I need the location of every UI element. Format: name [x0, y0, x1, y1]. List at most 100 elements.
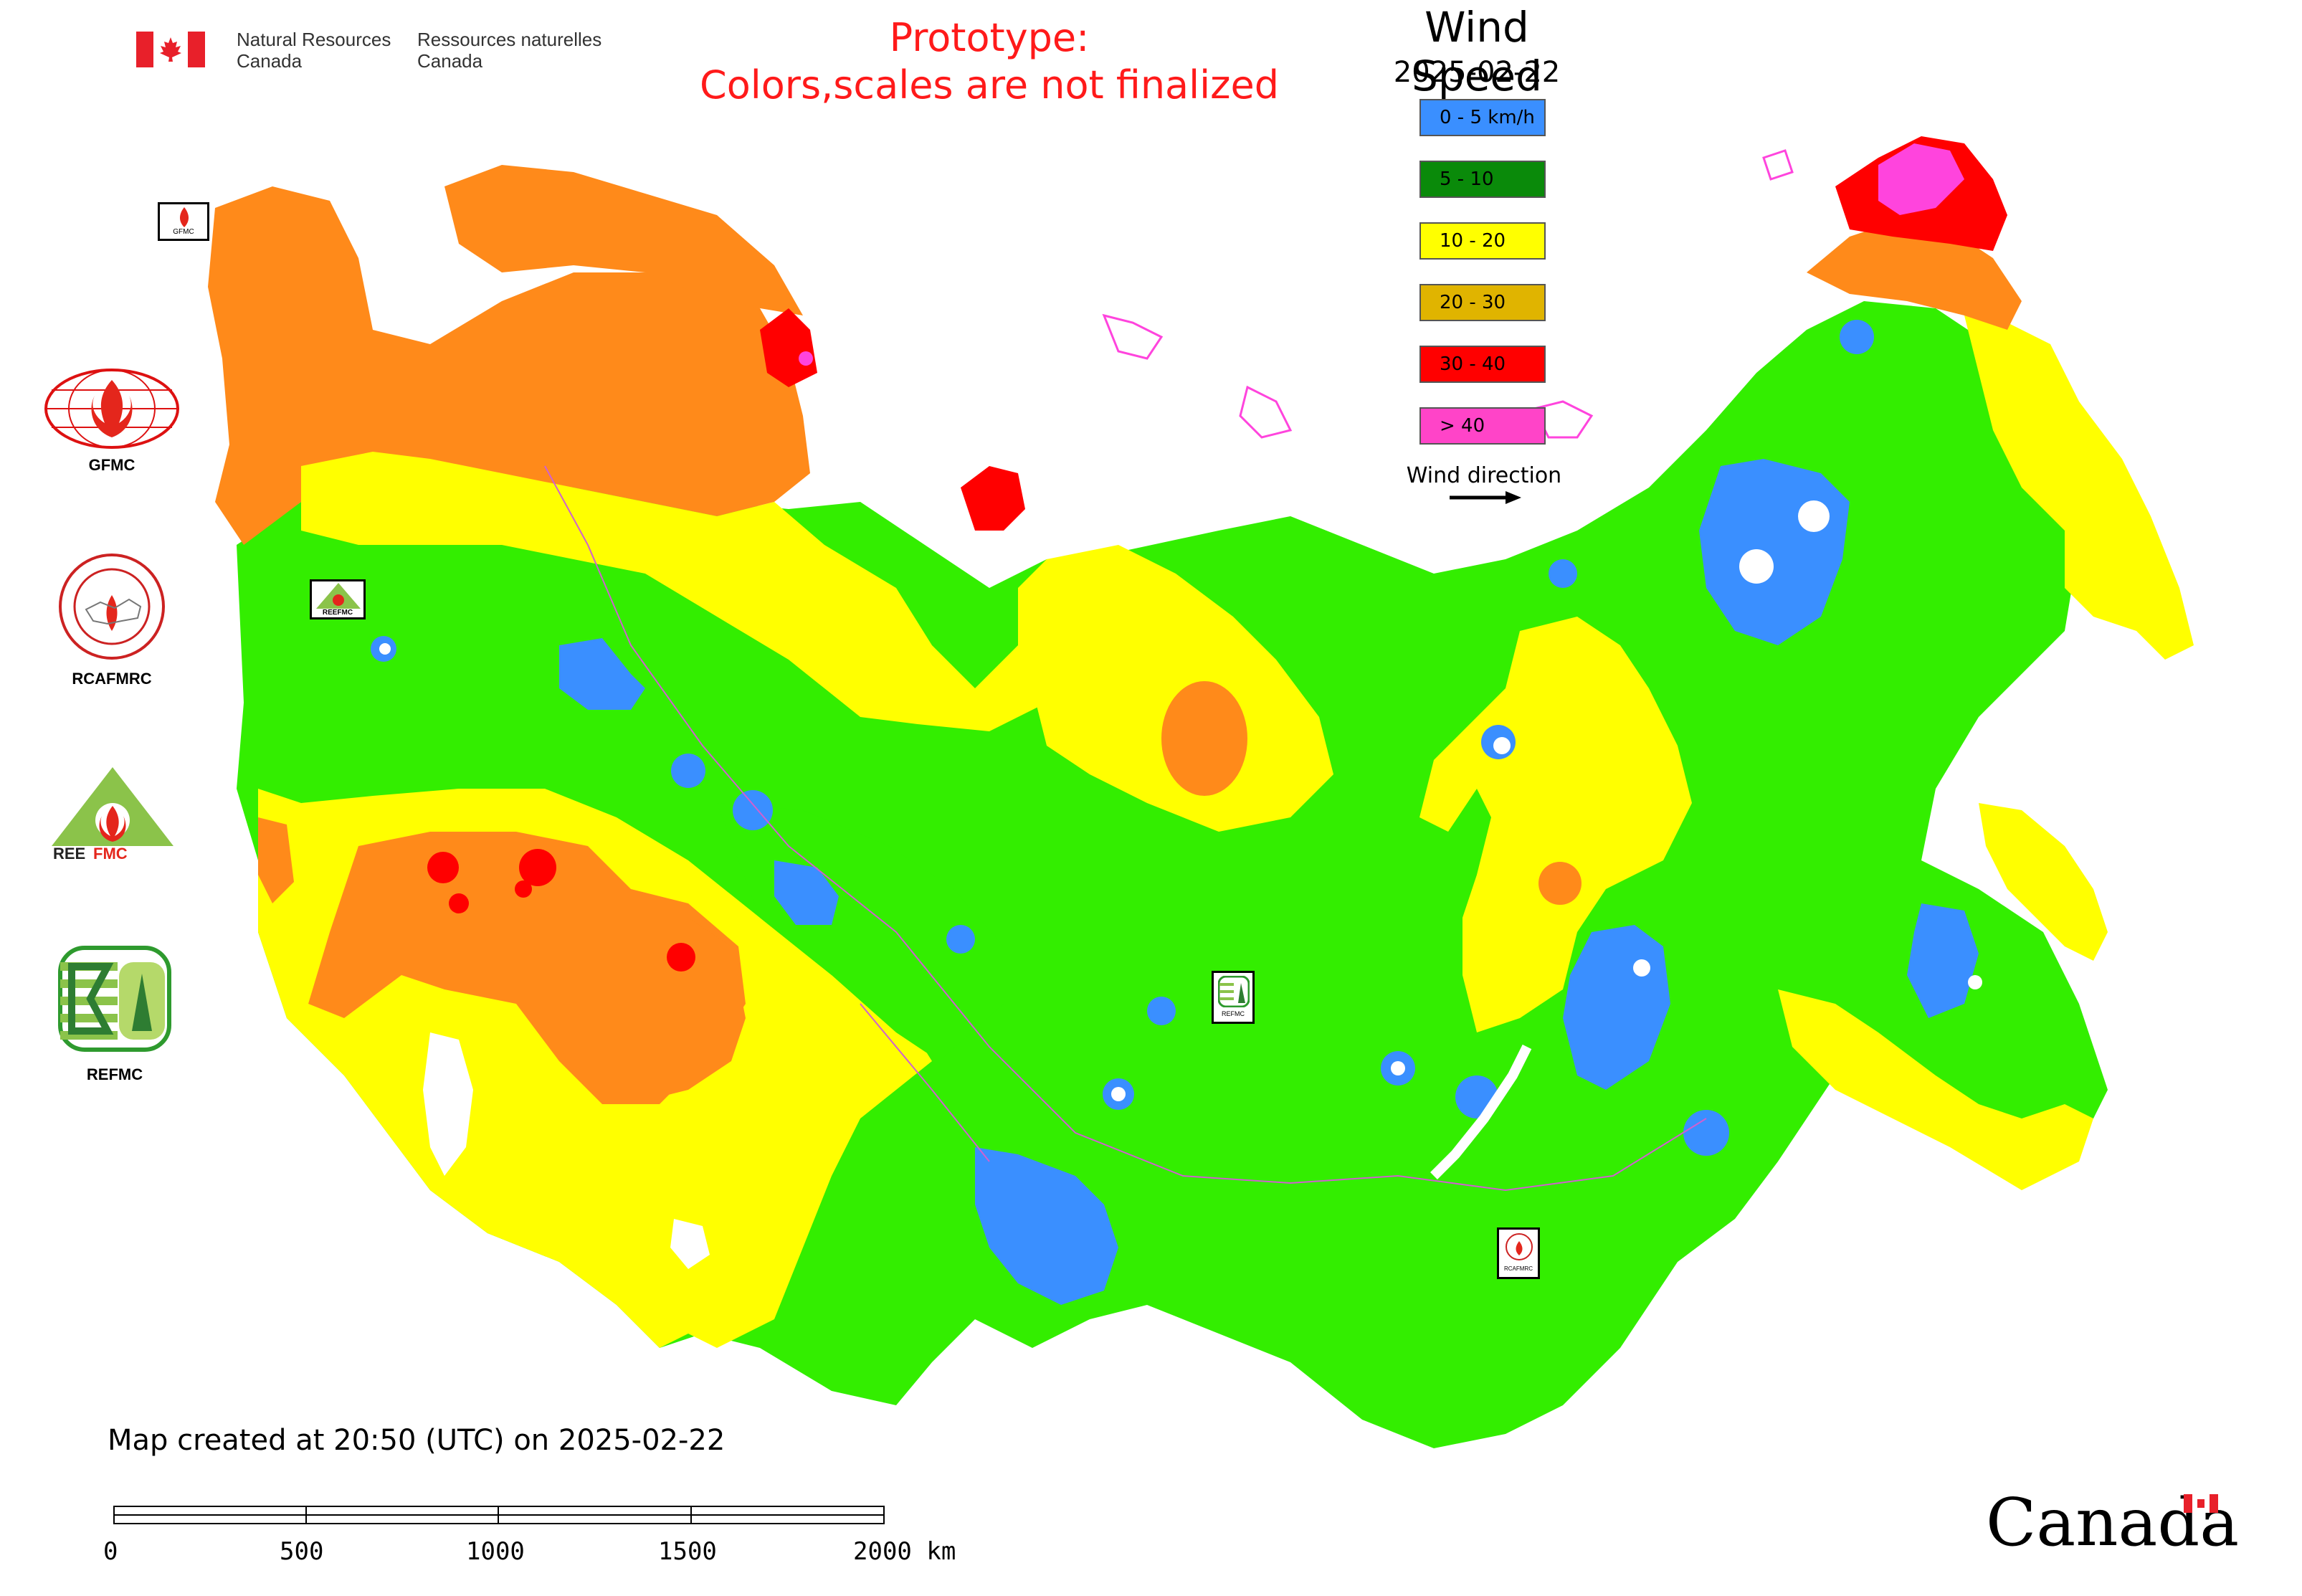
- canada-wordmark: Canada: [1986, 1484, 2239, 1570]
- zone-magenta-chukotka: [1878, 143, 1964, 215]
- zone-magenta-kola: [799, 351, 813, 366]
- refmc-badge-label: REFMC: [1222, 1010, 1245, 1017]
- zone-blue-spot-11: [1683, 1110, 1729, 1156]
- refmc-map-badge[interactable]: REFMC: [1212, 971, 1255, 1024]
- legend-item-label: 30 - 40: [1440, 353, 1506, 375]
- zone-blue-west-siberia: [559, 638, 645, 710]
- legend-item-label: 10 - 20: [1440, 230, 1506, 252]
- legend-item-label: 0 - 5 km/h: [1440, 107, 1535, 128]
- zone-orange-scandinavia-n: [444, 165, 803, 315]
- zone-yellow-north-central: [1032, 545, 1333, 832]
- zone-blue-spot-1: [671, 754, 705, 788]
- zone-orange-north-central: [1161, 681, 1247, 796]
- zone-yellow-east-central: [1419, 617, 1692, 1032]
- legend-item-40-plus: > 40: [1419, 407, 1546, 445]
- rcafmrc-logo: RCAFMRC: [40, 552, 184, 695]
- legend-title: Wind Speed: [1412, 3, 1542, 100]
- caspian-sea: [423, 1032, 473, 1176]
- svg-text:FMC: FMC: [93, 845, 128, 860]
- zone-orange-east-spot: [1538, 862, 1582, 905]
- legend-item-0-5: 0 - 5 km/h: [1419, 99, 1546, 136]
- lake-2: [1739, 549, 1774, 584]
- zone-blue-spot-5: [1840, 320, 1874, 354]
- zone-blue-spot-4: [1549, 559, 1577, 588]
- scale-label-0: 0: [103, 1537, 118, 1566]
- nrcan-fr-line2: Canada: [417, 50, 483, 72]
- scale-bar: [113, 1506, 885, 1524]
- lake-3: [1493, 737, 1511, 754]
- gfmc-globe-icon: [44, 369, 179, 449]
- scale-label-500: 500: [280, 1537, 324, 1566]
- scale-label-2000: 2000 km: [853, 1537, 956, 1566]
- reefmc-triangle-icon: REE FMC: [52, 767, 173, 860]
- zone-orange-southwest-2: [258, 817, 294, 903]
- zone-blue-spot-9: [1147, 997, 1176, 1025]
- lake-8: [1391, 1061, 1405, 1075]
- reefmc-logo: REE FMC: [37, 767, 195, 875]
- gfmc-map-badge[interactable]: GFMC: [158, 202, 209, 241]
- zone-red-spot-5: [519, 849, 556, 886]
- refmc-label: REFMC: [86, 1065, 143, 1083]
- arctic-islands-pink: [1102, 149, 1794, 439]
- zone-red-spot-1: [427, 852, 459, 883]
- refmc-logo: REFMC: [43, 945, 186, 1088]
- refmc-emblem-icon: [58, 946, 171, 1052]
- zone-red-spot-3: [515, 880, 532, 898]
- lake-6: [379, 643, 391, 655]
- wind-direction-label: Wind direction: [1406, 463, 1562, 488]
- scale-bar-graphic: [113, 1506, 885, 1524]
- scale-label-1500: 1500: [658, 1537, 717, 1566]
- zone-orange-kazakhstan: [545, 903, 746, 1104]
- rcafmrc-map-badge[interactable]: RCAFMRC: [1497, 1227, 1540, 1279]
- zone-red-kola: [760, 308, 817, 387]
- rcafmrc-badge-label: RCAFMRC: [1504, 1265, 1533, 1272]
- scale-label-1000: 1000: [466, 1537, 525, 1566]
- legend-item-30-40: 30 - 40: [1419, 346, 1546, 383]
- lake-5: [1968, 975, 1982, 989]
- zone-red-spot-4: [667, 943, 695, 972]
- gfmc-badge-icon: [180, 207, 189, 227]
- zone-blue-far-east: [1907, 903, 1979, 1018]
- border-lines: [544, 465, 1707, 1192]
- legend-item-20-30: 20 - 30: [1419, 284, 1546, 321]
- canada-flag-icon: [136, 32, 205, 67]
- prototype-notice: Prototype: Colors,scales are not finaliz…: [660, 14, 1319, 109]
- zone-yellow-northwest: [301, 452, 1075, 731]
- zone-orange-chukotka: [1807, 222, 2022, 330]
- legend-item-label: 20 - 30: [1440, 292, 1506, 313]
- canada-wordmark-flag-icon: [2184, 1494, 2218, 1513]
- nrcan-en-line1: Natural Resources: [237, 29, 391, 50]
- lake-baikal: [1430, 1044, 1532, 1179]
- legend-item-10-20: 10 - 20: [1419, 222, 1546, 260]
- wind-direction-arrow-icon: [1450, 491, 1521, 504]
- zone-yellow-far-east-south: [1778, 989, 2093, 1190]
- rcafmrc-seal-icon: [59, 554, 165, 660]
- nrcan-en-line2: Canada: [237, 50, 303, 72]
- zone-blue-spot-2: [733, 790, 773, 830]
- gfmc-label: GFMC: [88, 456, 135, 474]
- svg-text:REE: REE: [53, 845, 85, 860]
- reefmc-badge-icon: [316, 583, 361, 609]
- legend-item-5-10: 5 - 10: [1419, 161, 1546, 198]
- aral-sea: [670, 1219, 710, 1269]
- reefmc-map-badge[interactable]: REEFMC: [310, 579, 366, 619]
- lake-1: [1798, 500, 1830, 532]
- prototype-line2: Colors,scales are not finalized: [700, 62, 1279, 108]
- zone-blue-urals: [774, 860, 839, 925]
- zone-yellow-northeast: [1964, 315, 2194, 660]
- lake-4: [1633, 959, 1650, 977]
- legend-item-label: > 40: [1440, 415, 1485, 437]
- zone-red-novaya-zemlya: [961, 466, 1025, 531]
- zone-yellow-kamchatka: [1979, 803, 2108, 961]
- legend-item-label: 5 - 10: [1440, 168, 1494, 190]
- zone-red-spot-2: [449, 893, 469, 913]
- gfmc-badge-label: GFMC: [173, 228, 194, 236]
- reefmc-badge-label: REEFMC: [322, 609, 353, 617]
- rcafmrc-badge-icon: [1506, 1233, 1533, 1260]
- lake-7: [1111, 1087, 1126, 1101]
- refmc-badge-icon: [1218, 976, 1250, 1007]
- nrcan-signature: Natural Resources Canada Ressources natu…: [136, 29, 609, 79]
- map-created-text: Map created at 20:50 (UTC) on 2025-02-22: [108, 1424, 726, 1457]
- zone-blue-spot-10: [946, 925, 975, 954]
